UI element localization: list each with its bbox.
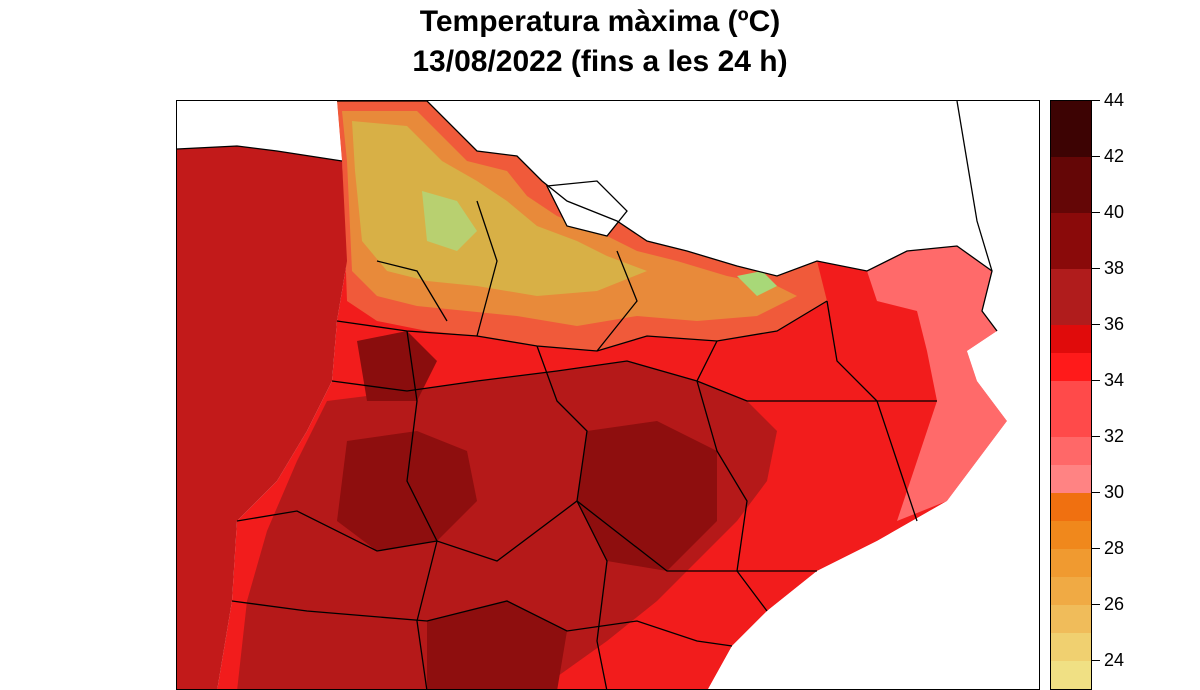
scale-tick [1092, 156, 1100, 157]
color-band-32-34 [1051, 381, 1091, 437]
color-band-22-24 [1051, 661, 1091, 689]
color-band-24-25 [1051, 633, 1091, 661]
aragon-region [177, 146, 347, 689]
scale-tick [1092, 492, 1100, 493]
color-band-28-29 [1051, 521, 1091, 549]
pyrenees-cool-zone [352, 121, 647, 296]
color-band-26-27 [1051, 577, 1091, 605]
mediterranean-sea [708, 271, 1039, 689]
map-title: Temperatura màxima (ºC) 13/08/2022 (fins… [0, 2, 1200, 82]
scale-tick-label: 30 [1104, 482, 1125, 502]
color-band-30-31 [1051, 465, 1091, 493]
county-borders [177, 101, 998, 689]
scale-tick-label: 28 [1104, 538, 1125, 558]
color-band-31-32 [1051, 437, 1091, 465]
france-region [177, 101, 342, 161]
scale-tick-label: 24 [1104, 650, 1125, 670]
very-hot-zone-west [337, 431, 477, 551]
coastal-mild-band [867, 246, 1007, 521]
scale-tick-label: 38 [1104, 258, 1125, 278]
scale-tick-label: 34 [1104, 370, 1125, 390]
very-hot-zone-center [577, 421, 717, 571]
color-band-40-42 [1051, 157, 1091, 213]
scale-tick-label: 36 [1104, 314, 1125, 334]
color-scale-bar [1050, 100, 1092, 690]
scale-tick [1092, 324, 1100, 325]
very-hot-zone-south [427, 601, 567, 689]
color-band-34-35 [1051, 353, 1091, 381]
color-band-36-38 [1051, 269, 1091, 325]
high-peaks-cold-zone-east [737, 271, 777, 296]
scale-tick [1092, 212, 1100, 213]
scale-tick-label: 32 [1104, 426, 1125, 446]
color-band-27-28 [1051, 549, 1091, 577]
color-band-38-40 [1051, 213, 1091, 269]
very-hot-zone-north [357, 331, 437, 401]
scale-tick [1092, 660, 1100, 661]
map-title-date: 13/08/2022 (fins a les 24 h) [412, 45, 788, 78]
scale-tick [1092, 604, 1100, 605]
high-peaks-cold-zone [422, 191, 477, 251]
temperature-map [176, 100, 1040, 690]
map-canvas [177, 101, 1039, 689]
color-band-25-26 [1051, 605, 1091, 633]
color-band-42-44 [1051, 101, 1091, 157]
color-band-35-36 [1051, 325, 1091, 353]
map-title-variable: Temperatura màxima (ºC) [419, 5, 781, 38]
scale-tick [1092, 268, 1100, 269]
france-east-region [427, 101, 1039, 300]
scale-tick-label: 44 [1104, 90, 1125, 110]
scale-tick [1092, 380, 1100, 381]
scale-tick [1092, 100, 1100, 101]
scale-tick [1092, 548, 1100, 549]
scale-tick-label: 26 [1104, 594, 1125, 614]
scale-tick-label: 40 [1104, 202, 1125, 222]
scale-tick [1092, 436, 1100, 437]
color-band-29-30 [1051, 493, 1091, 521]
scale-tick-label: 42 [1104, 146, 1125, 166]
